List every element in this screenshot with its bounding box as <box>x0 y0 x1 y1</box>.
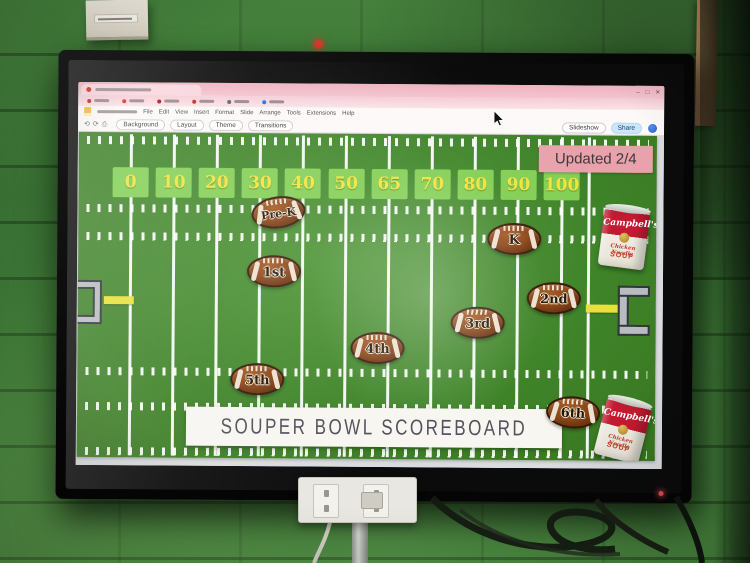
power-outlet <box>298 477 417 523</box>
mouse-cursor <box>493 109 505 132</box>
tv-screen: – □ ✕ File Edit View Insert Format Slide Arrange… <box>65 59 685 494</box>
conduit-pipe <box>352 521 368 563</box>
power-plug <box>361 492 383 509</box>
alarm-light <box>314 40 323 49</box>
wall-right-shadow <box>714 0 750 563</box>
browser-window: – □ ✕ File Edit View Insert Format Slide Arrange… <box>75 81 665 470</box>
tv-frame: – □ ✕ File Edit View Insert Format Slide Arrange… <box>55 49 695 504</box>
outlet-socket <box>313 484 339 518</box>
